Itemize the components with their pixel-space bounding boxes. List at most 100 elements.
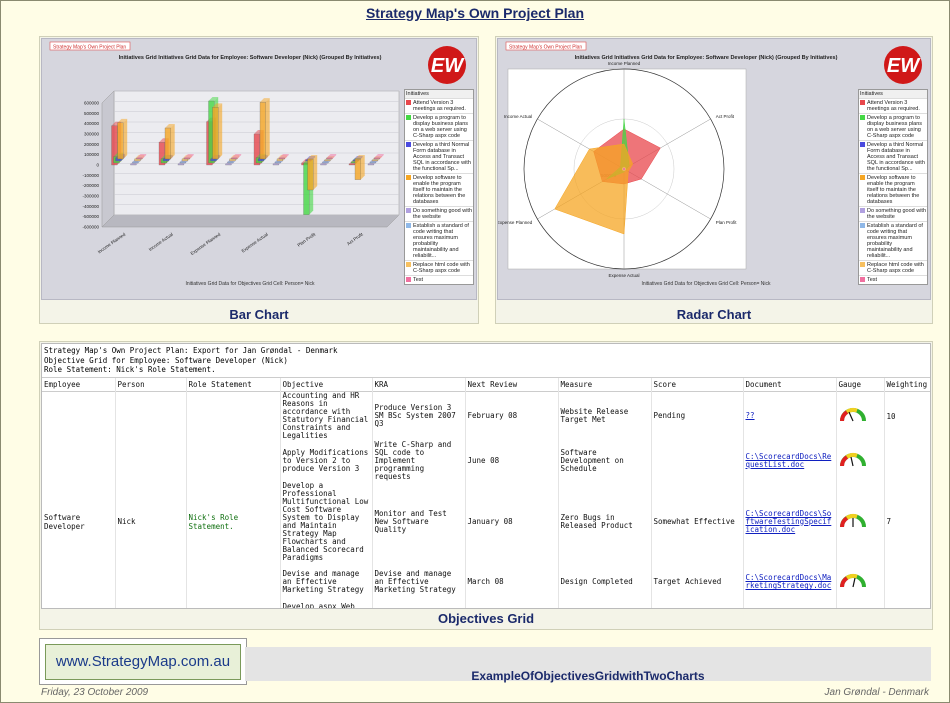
bar-side (189, 153, 194, 159)
bar (229, 158, 236, 162)
bar-side (265, 98, 270, 159)
next-review: March 08 (465, 561, 559, 603)
bar-side (360, 155, 365, 180)
weighting (884, 561, 930, 603)
score: Target Achieved (651, 561, 744, 603)
legend-swatch (860, 142, 865, 147)
legend: Initiatives Attend Version 3 meetings as … (404, 89, 474, 285)
data-row: Software Developer Nick Nick's Role Statem… (42, 391, 930, 608)
bar-side (142, 153, 147, 159)
bar-chart: Strategy Map's Own Project Plan EW Initiat… (49, 41, 466, 287)
document: ?? (743, 391, 837, 440)
legend-item: Attend Version 3 meetings as required. (859, 98, 927, 113)
bar-top (279, 153, 289, 158)
legend-swatch (860, 262, 865, 267)
legend-label: Replace html code with C-Sharp aspx code (413, 262, 470, 274)
bar-top (355, 155, 365, 159)
x-tick-label: Income Actual (148, 232, 174, 252)
bar (371, 159, 378, 162)
bar (210, 158, 217, 162)
radar-chart: Strategy Map's Own Project Plan EW Initiat… (498, 41, 922, 287)
gauge (836, 561, 885, 603)
column-header: Objective (280, 377, 373, 392)
document-link[interactable]: C:\ScorecardDocs\SoftwareTestingSpecific… (745, 508, 832, 534)
gauge-arc (839, 576, 848, 588)
document-link[interactable]: ?? (745, 411, 755, 420)
document: C:\ScorecardDocs\SoftwareTestingSpecific… (743, 481, 837, 562)
badge-box (49, 41, 131, 51)
gauge (836, 391, 885, 440)
radar-area (554, 143, 633, 235)
document-link[interactable]: C:\ScorecardDocs\RequestList.doc (745, 451, 832, 469)
header-line: Strategy Map's Own Project Plan: Export … (44, 346, 338, 355)
gauge (836, 603, 885, 608)
legend-label: Do something good with the website (413, 208, 473, 220)
bar-side (379, 153, 384, 159)
legend-label: Develop a program to display business pl… (413, 115, 469, 139)
legend-item: Test (859, 275, 927, 284)
logo-circle (884, 46, 922, 84)
column-header: Weighting (884, 377, 930, 392)
grid-panel: Strategy Map's Own Project Plan: Export … (39, 341, 933, 630)
measure: Software Development on Schedule (558, 440, 652, 482)
author: Jan Grøndal - Denmark (824, 687, 929, 698)
column-header: Person (115, 377, 187, 392)
bar (162, 158, 169, 162)
x-tick-label: Expense Planned (190, 231, 222, 256)
grid-image: Strategy Map's Own Project Plan: Export … (41, 343, 931, 609)
axis-label: Expense Planned (498, 220, 533, 225)
document: C:\ScorecardDocs\RequestList.doc (743, 440, 837, 482)
next-review: February 08 (465, 391, 559, 440)
legend-title: Initiatives (859, 90, 927, 98)
header-line: Role Statement: Nick's Role Statement. (44, 365, 216, 374)
bar-side (237, 153, 242, 159)
badge: Strategy Map's Own Project Plan (53, 45, 126, 51)
bar-top (184, 153, 194, 158)
legend-label: Develop software to enable the program i… (867, 175, 920, 205)
gauge-arc (839, 410, 848, 422)
measure: Website Release Target Met (558, 391, 652, 440)
bar (276, 158, 283, 162)
radar-chart-image: Strategy Map's Own Project Plan EW Initiat… (497, 38, 931, 300)
bar (373, 157, 380, 160)
column-header: KRA (372, 377, 466, 392)
gauge-icon (839, 513, 866, 527)
panel-caption: Radar Chart (676, 307, 752, 322)
x-tick-label: Act Profit (346, 231, 364, 246)
kra: Write C-Sharp and SQL code to Implement … (372, 440, 466, 482)
data-row: Apply Modifications to Version 2 to prod… (42, 440, 930, 482)
measure: Design Completed (558, 561, 652, 603)
bar (259, 102, 266, 160)
document-link[interactable]: C:\ScorecardDocs\MarketingStrategy.doc (745, 573, 832, 591)
score: Pending (651, 391, 744, 440)
bar (367, 163, 374, 166)
y-tick-label: 500000 (84, 111, 100, 116)
gauge-icon (839, 407, 866, 422)
banner: ExampleOfObjectivesGridwithTwoCharts (245, 647, 931, 683)
axis-label: Income Actual (504, 114, 532, 119)
next-review: January 08 (465, 481, 559, 562)
legend-item: Develop a third Normal Form database in … (405, 140, 473, 173)
bar (272, 163, 279, 166)
legend-item: Develop a program to display business pl… (859, 113, 927, 140)
bar-side (313, 155, 318, 190)
column-header: Measure (558, 377, 652, 392)
employee: Software Developer (42, 391, 116, 608)
legend-label: Establish a standard of code writing tha… (413, 223, 469, 259)
bar-top (165, 124, 175, 128)
bar (324, 159, 331, 162)
bar-side (123, 118, 128, 159)
gauge-icon (839, 452, 866, 467)
bar (212, 107, 219, 160)
role-statement: Nick's Role Statement. (186, 391, 281, 608)
bar-chart-image: Strategy Map's Own Project Plan EW Initiat… (41, 38, 477, 300)
badge-box (505, 41, 587, 51)
y-tick-label: -400000 (82, 204, 99, 209)
bar-top (136, 153, 147, 158)
data-row: Devise and manage an Effective Marketing… (42, 561, 930, 603)
bar (227, 161, 234, 164)
bar (181, 158, 188, 162)
site-link[interactable]: www.StrategyMap.com.au (45, 644, 241, 680)
chart-footer: Initiatives Grid Data for Objectives Gri… (641, 281, 771, 287)
